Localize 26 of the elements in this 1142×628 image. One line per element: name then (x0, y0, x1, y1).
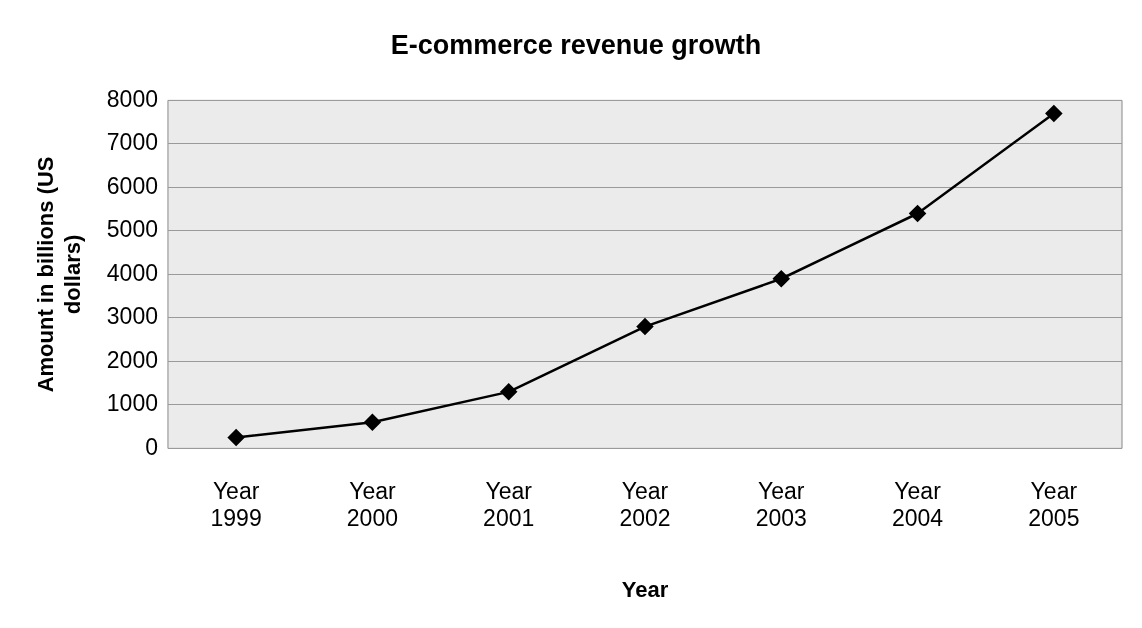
x-tick-label: Year 2005 (1028, 477, 1080, 532)
point (364, 414, 381, 431)
y-tick-label: 6000 (106, 172, 158, 199)
x-tick-label: Year 1999 (210, 477, 262, 532)
y-tick-label: 1000 (106, 390, 158, 417)
x-tick-label: Year 2002 (619, 477, 671, 532)
chart-title: E-commerce revenue growth (390, 29, 762, 60)
point (1045, 105, 1063, 122)
x-tick-label: Year 2004 (891, 477, 944, 532)
y-tick-label: 7000 (106, 129, 158, 156)
point (773, 270, 790, 287)
point (636, 318, 654, 335)
point (909, 205, 926, 222)
x-axis-title: Year (621, 576, 669, 602)
y-axis-title: Amount in billions (US dollars) (33, 156, 85, 393)
y-tick-label: 4000 (106, 259, 158, 286)
y-tick-label: 2000 (106, 346, 158, 373)
y-tick-label: 5000 (106, 216, 158, 243)
x-tick-label: Year 2003 (755, 477, 807, 532)
point (500, 383, 517, 401)
y-tick-label: 0 (145, 433, 158, 460)
point (227, 429, 245, 446)
y-tick-label: 8000 (106, 85, 158, 112)
x-tick-label: Year 2000 (346, 477, 398, 532)
x-tick-label: Year 2001 (483, 477, 535, 532)
y-tick-label: 3000 (106, 303, 158, 330)
